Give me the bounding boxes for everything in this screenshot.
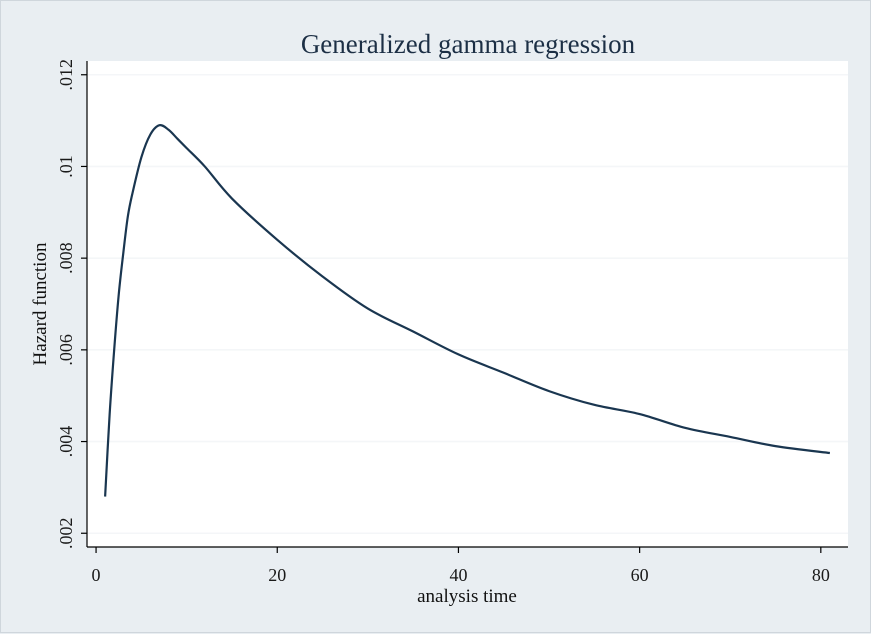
y-tick-label: .002 xyxy=(56,517,76,549)
y-tick-label: .004 xyxy=(56,426,76,458)
x-tick-label: 0 xyxy=(92,565,101,585)
grid-layer xyxy=(87,73,848,535)
chart-title: Generalized gamma regression xyxy=(301,29,636,59)
plot-area xyxy=(87,61,848,547)
x-axis-label: analysis time xyxy=(417,586,517,607)
x-tick-label: 20 xyxy=(268,565,286,585)
x-tick-label: 60 xyxy=(631,565,649,585)
x-tick-label: 40 xyxy=(449,565,467,585)
y-tick-label: .01 xyxy=(56,155,76,178)
y-axis-label: Hazard function xyxy=(30,242,51,365)
y-tick-label: .012 xyxy=(56,59,76,91)
hazard-line xyxy=(104,123,831,497)
y-tick-label: .008 xyxy=(56,242,76,274)
x-tick-label: 80 xyxy=(812,565,830,585)
axes-layer: .002 .004 .006 .008 .01 .012 0 20 40 60 80 xyxy=(56,59,848,585)
y-tick-label: .006 xyxy=(56,334,76,366)
